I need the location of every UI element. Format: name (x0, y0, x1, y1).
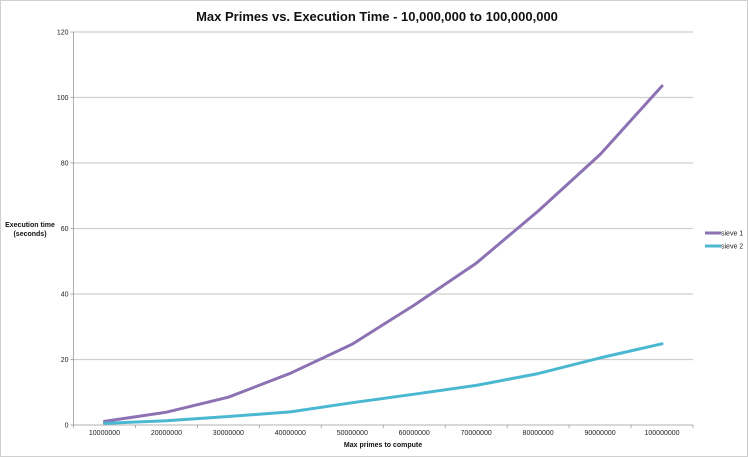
x-tick-label: 10000000 (89, 430, 120, 437)
legend-label: sieve 1 (721, 231, 743, 238)
x-tick-label: 90000000 (584, 430, 615, 437)
x-tick-label: 30000000 (213, 430, 244, 437)
x-tick-label: 50000000 (337, 430, 368, 437)
chart-title: Max Primes vs. Execution Time - 10,000,0… (196, 9, 558, 24)
y-axis-label-line2: (seconds) (13, 231, 46, 238)
x-tick-label: 20000000 (151, 430, 182, 437)
x-tick-label: 100000000 (645, 430, 680, 437)
x-tick-label: 80000000 (523, 430, 554, 437)
x-tick-label: 60000000 (399, 430, 430, 437)
series-line-sieve-2 (103, 342, 664, 425)
y-tick-label: 0 (65, 423, 69, 430)
y-tick-label: 100 (57, 95, 69, 102)
y-axis-label-line1: Execution time (5, 222, 55, 229)
legend-label: sieve 2 (721, 244, 743, 251)
y-tick-label: 40 (61, 292, 69, 299)
x-tick-label: 40000000 (275, 430, 306, 437)
y-tick-label: 20 (61, 357, 69, 364)
x-axis-label: Max primes to compute (344, 442, 422, 449)
y-tick-label: 80 (61, 161, 69, 168)
y-tick-label: 120 (57, 30, 69, 37)
series-line-sieve-1 (103, 84, 664, 423)
y-tick-label: 60 (61, 226, 69, 233)
x-tick-label: 70000000 (461, 430, 492, 437)
